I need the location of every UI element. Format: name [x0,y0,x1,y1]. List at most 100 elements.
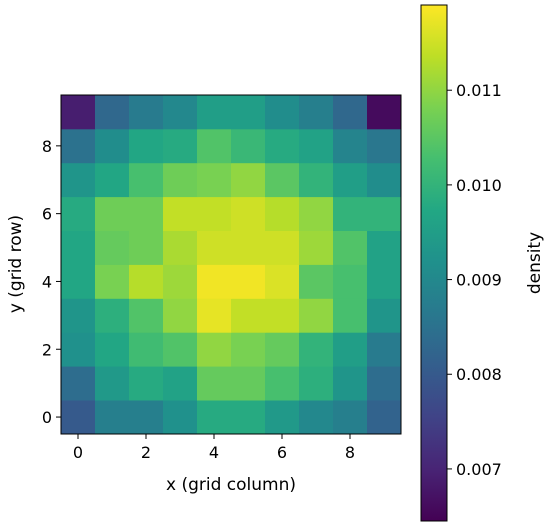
heatmap-cell [333,162,368,198]
heatmap-cell [367,332,402,367]
heatmap-cell [367,230,402,265]
heatmap-cell [129,162,164,198]
heatmap-cell [333,332,368,367]
heatmap-cell [163,332,198,367]
heatmap-cell [367,196,402,231]
heatmap-cell [299,332,334,367]
heatmap-cell [197,196,232,231]
heatmap-cell [333,196,368,231]
heatmap-cell [61,366,96,401]
heatmap-cell [129,128,164,164]
heatmap-cell [163,196,198,231]
heatmap-cell [95,128,130,164]
heatmap-cell [163,128,198,164]
heatmap-cell [61,196,96,231]
x-tick-label: 8 [345,443,355,462]
x-tick-label: 0 [73,443,83,462]
heatmap-cell [265,95,300,130]
heatmap-cell [231,162,266,198]
heatmap-cell [197,332,232,367]
heatmap-cell [129,366,164,401]
heatmap-cell [95,95,130,130]
heatmap-cell [299,230,334,265]
heatmap-cell [367,128,402,164]
heatmap-cell [197,128,232,164]
heatmap-cell [265,332,300,367]
heatmap-cell [95,298,130,333]
x-tick-label: 4 [209,443,219,462]
x-tick-label: 6 [277,443,287,462]
y-axis-ticks: 0 2 4 6 8 [42,137,61,427]
heatmap-cell [299,366,334,401]
heatmap-cell [163,366,198,401]
heatmap-cells [61,95,402,435]
heatmap-cell [61,400,96,435]
y-tick-label: 8 [42,137,52,156]
heatmap-cell [95,264,130,299]
heatmap-cell [129,196,164,231]
heatmap-cell [197,400,232,435]
heatmap-cell [265,264,300,299]
heatmap-cell [231,400,266,435]
heatmap-cell [299,400,334,435]
heatmap-cell [95,400,130,435]
heatmap-cell [231,196,266,231]
x-tick-label: 2 [141,443,151,462]
heatmap-cell [197,366,232,401]
heatmap-cell [95,230,130,265]
heatmap-cell [333,128,368,164]
heatmap-cell [231,95,266,130]
heatmap-cell [163,230,198,265]
colorbar-tick-label: 0.007 [456,460,502,479]
heatmap-cell [129,264,164,299]
heatmap-cell [265,298,300,333]
heatmap-cell [299,162,334,198]
colorbar [420,4,448,522]
heatmap-cell [265,400,300,435]
colorbar-tick-label: 0.008 [456,365,502,384]
heatmap-cell [333,400,368,435]
heatmap-cell [299,128,334,164]
heatmap-cell [129,332,164,367]
heatmap-cell [163,298,198,333]
heatmap-cell [231,264,266,299]
heatmap-cell [163,162,198,198]
heatmap-cell [299,264,334,299]
heatmap-cell [163,95,198,130]
heatmap-cell [231,128,266,164]
y-tick-label: 6 [42,205,52,224]
colorbar-label: density [525,232,545,294]
heatmap-cell [299,298,334,333]
heatmap-cell [367,162,402,198]
heatmap-cell [367,95,402,130]
heatmap-cell [299,196,334,231]
heatmap-cell [265,162,300,198]
heatmap-cell [61,230,96,265]
heatmap-cell [129,230,164,265]
heatmap-cell [61,298,96,333]
heatmap-cell [197,95,232,130]
heatmap-cell [333,366,368,401]
y-axis-label: y (grid row) [6,215,26,313]
heatmap-cell [333,95,368,130]
heatmap-cell [129,95,164,130]
colorbar-tick-label: 0.011 [456,81,502,100]
heatmap-cell [61,95,96,130]
heatmap-cell [61,264,96,299]
heatmap-cell [163,264,198,299]
heatmap-cell [265,128,300,164]
heatmap-cell [197,162,232,198]
heatmap-cell [333,298,368,333]
heatmap-cell [197,264,232,299]
heatmap-cell [231,332,266,367]
heatmap-cell [197,230,232,265]
heatmap-cell [95,332,130,367]
colorbar-tick-label: 0.009 [456,271,502,290]
colorbar-tick-label: 0.010 [456,176,502,195]
heatmap-cell [367,400,402,435]
heatmap-cell [129,298,164,333]
heatmap-cell [367,298,402,333]
y-tick-label: 4 [42,272,52,291]
heatmap-cell [129,400,164,435]
